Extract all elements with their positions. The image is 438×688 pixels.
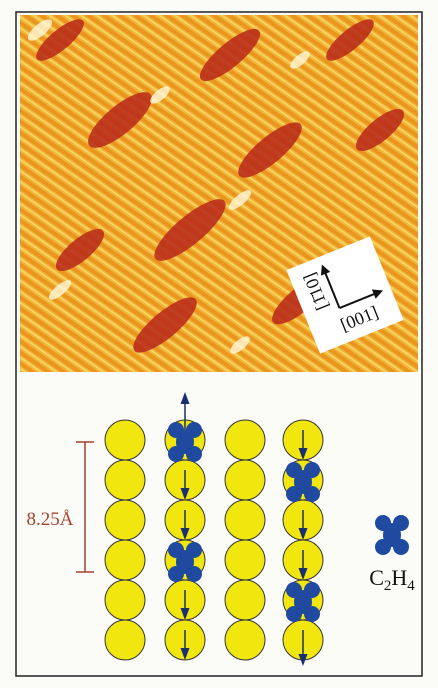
- stm-image: [1̄10] [001]: [20, 13, 418, 372]
- spacing-bar: [76, 442, 94, 572]
- molecule-formula: C2H4: [369, 565, 415, 594]
- formula-part: 2: [384, 578, 392, 594]
- formula-part: C: [369, 565, 384, 590]
- formula-part: H: [391, 565, 407, 590]
- spacing-label: 8.25Å: [27, 509, 74, 530]
- legend-molecule: [375, 515, 409, 555]
- atom-rows: [105, 420, 323, 660]
- figure: [1̄10] [001] 8.25Å C2H4: [0, 0, 438, 688]
- formula-part: 4: [407, 578, 415, 594]
